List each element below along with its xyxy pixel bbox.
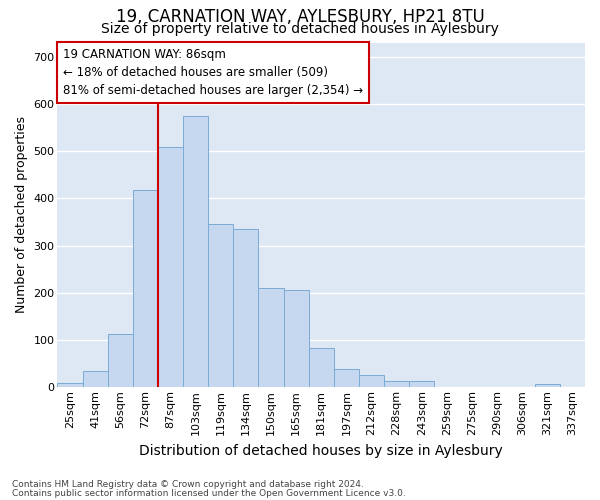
Bar — [259, 288, 284, 388]
Text: Size of property relative to detached houses in Aylesbury: Size of property relative to detached ho… — [101, 22, 499, 36]
Bar — [183, 116, 208, 388]
Bar — [158, 148, 183, 388]
Bar — [359, 374, 384, 388]
Bar — [108, 334, 133, 388]
Bar — [308, 348, 334, 388]
Bar — [58, 382, 83, 388]
X-axis label: Distribution of detached houses by size in Aylesbury: Distribution of detached houses by size … — [139, 444, 503, 458]
Bar — [133, 190, 158, 388]
Bar — [384, 380, 409, 388]
Bar — [334, 370, 359, 388]
Bar — [409, 380, 434, 388]
Text: 19, CARNATION WAY, AYLESBURY, HP21 8TU: 19, CARNATION WAY, AYLESBURY, HP21 8TU — [116, 8, 484, 26]
Text: Contains public sector information licensed under the Open Government Licence v3: Contains public sector information licen… — [12, 488, 406, 498]
Bar — [284, 290, 308, 388]
Text: Contains HM Land Registry data © Crown copyright and database right 2024.: Contains HM Land Registry data © Crown c… — [12, 480, 364, 489]
Bar — [83, 370, 108, 388]
Y-axis label: Number of detached properties: Number of detached properties — [15, 116, 28, 314]
Bar — [535, 384, 560, 388]
Bar — [233, 229, 259, 388]
Text: 19 CARNATION WAY: 86sqm
← 18% of detached houses are smaller (509)
81% of semi-d: 19 CARNATION WAY: 86sqm ← 18% of detache… — [63, 48, 363, 96]
Bar — [208, 224, 233, 388]
